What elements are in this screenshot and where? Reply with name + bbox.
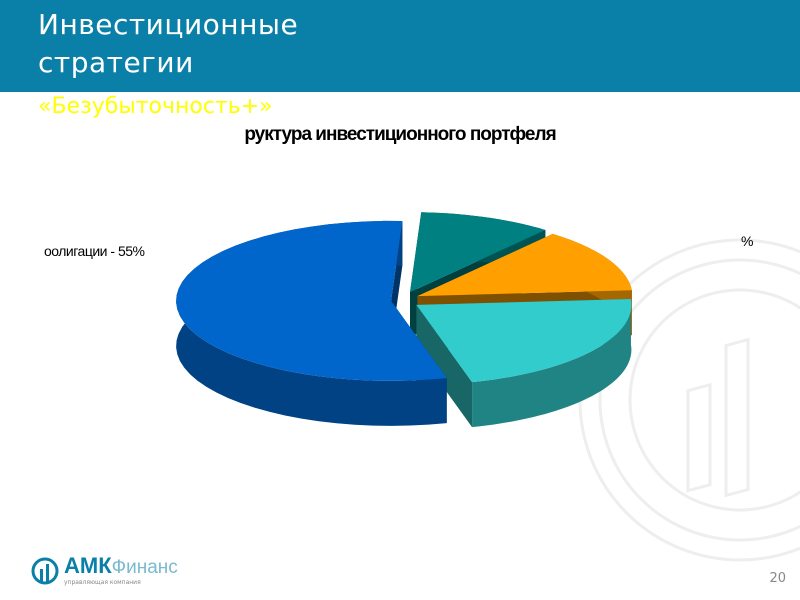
pie-slice-wall-2 [416,304,473,428]
label-percent: % [741,233,753,249]
company-logo: АМКФинанс управляющая компания [30,553,178,586]
slide-header [0,0,800,92]
label-bonds: оолигации - 55% [44,243,145,259]
pie-slice-1 [417,233,632,297]
pie-slice-0 [410,212,546,293]
logo-tagline: управляющая компания [64,579,141,586]
logo-icon [31,557,59,585]
logo-brand-suffix: Финанс [111,557,178,578]
chart-title: руктура инвестиционного портфеля [244,124,556,145]
slide-title: Инвестиционные стратегии [38,8,299,79]
pie-slice-2 [416,299,632,383]
page-number: 20 [769,571,786,586]
pie-slice-side-2 [472,299,632,428]
pie-slice-3 [176,220,447,381]
slide-subtitle: «Безубыточность+» [38,94,273,119]
logo-brand: АМК [64,553,112,578]
